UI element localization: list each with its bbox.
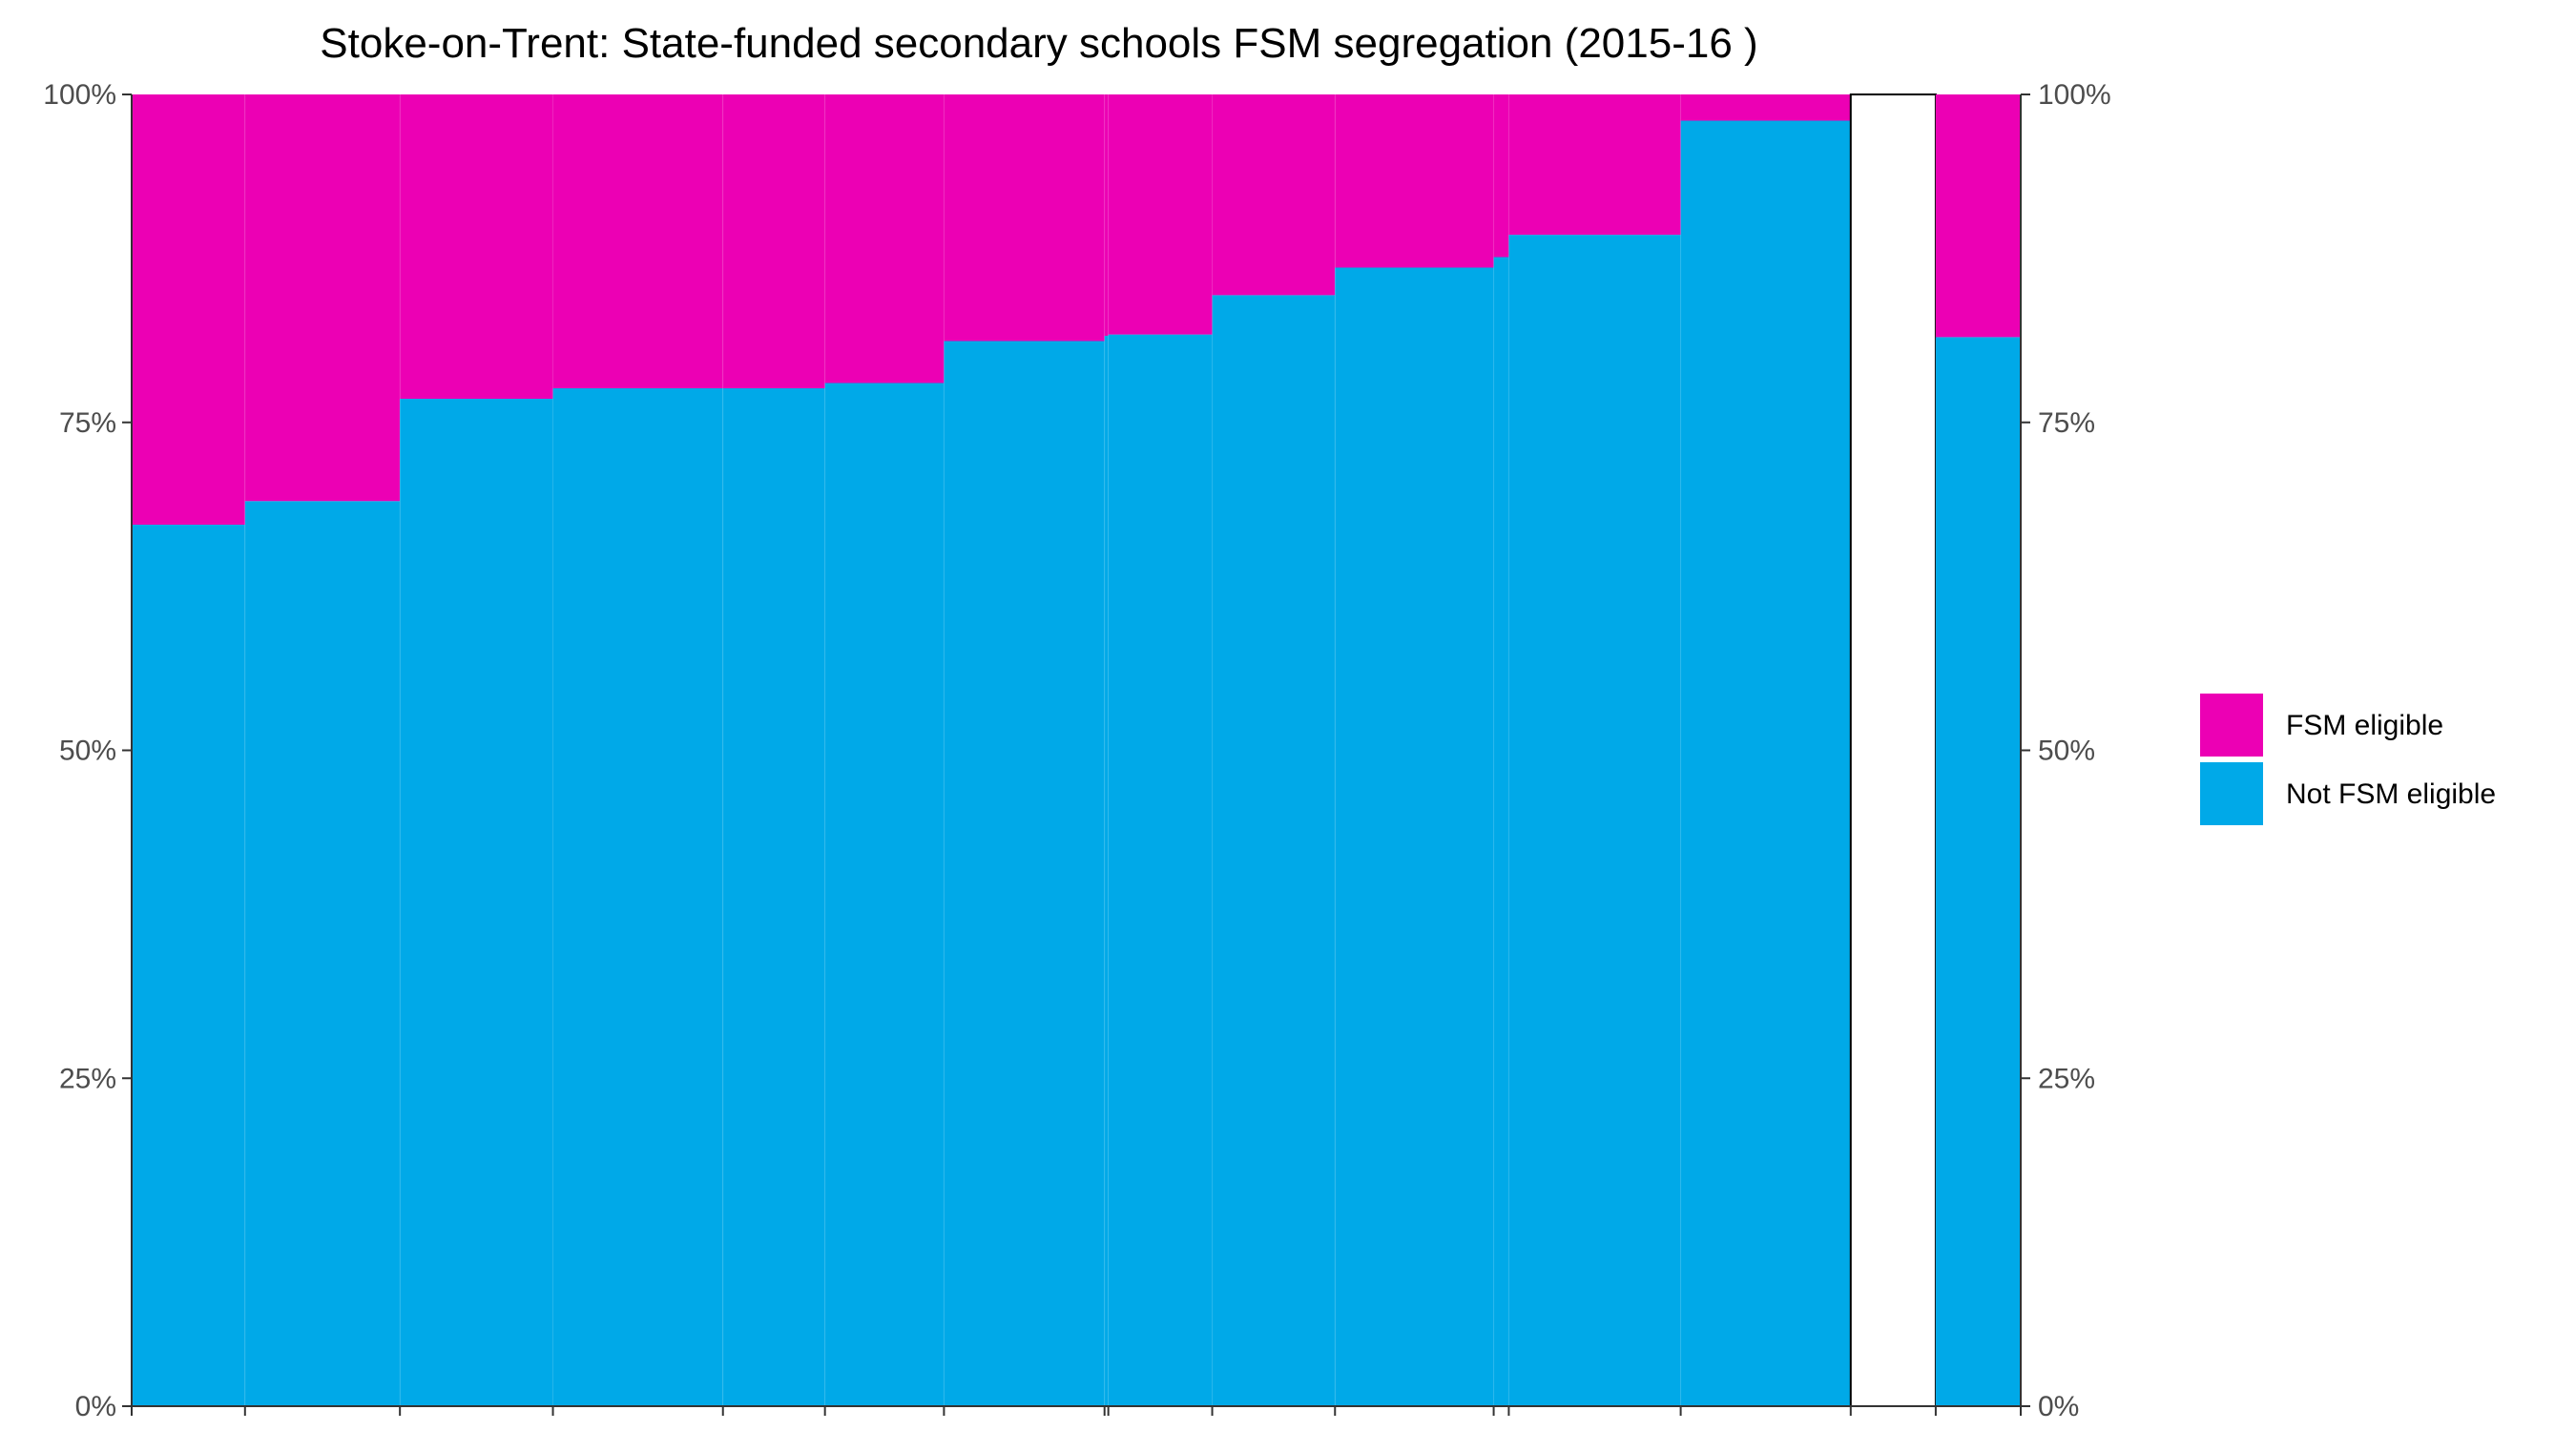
left-y-tick-label: 0% — [75, 1391, 116, 1422]
right-y-tick-label: 50% — [2038, 736, 2095, 767]
bar-not-fsm-segment — [1508, 235, 1681, 1406]
bar-fsm-segment — [1508, 94, 1681, 236]
right-y-tick-label: 25% — [2038, 1063, 2095, 1094]
left-y-tick-label: 100% — [43, 79, 116, 111]
left-y-tick-label: 50% — [59, 736, 116, 767]
bar-not-fsm-segment — [722, 388, 825, 1406]
bar-fsm-segment — [944, 94, 1105, 342]
bar-not-fsm-segment — [552, 388, 723, 1406]
bar-not-fsm-segment — [824, 383, 945, 1406]
bar-not-fsm-segment — [944, 341, 1105, 1406]
bar-not-fsm-segment — [400, 399, 553, 1406]
legend-label: Not FSM eligible — [2286, 778, 2496, 810]
bar-not-fsm-segment — [1335, 267, 1494, 1406]
legend-key — [2200, 694, 2263, 757]
bar-not-fsm-segment — [1935, 337, 2021, 1406]
bar-not-fsm-segment — [1493, 257, 1509, 1406]
bar-not-fsm-segment — [1212, 295, 1336, 1406]
bar-not-fsm-segment — [132, 525, 245, 1406]
bar-fsm-segment — [244, 94, 401, 502]
chart-title: Stoke-on-Trent: State-funded secondary s… — [320, 20, 1757, 67]
bar-fsm-segment — [1108, 94, 1213, 335]
axes-layer: 0% 0% 25% 25% 50% 50% 75% 75% 100% 100% — [43, 79, 2110, 1422]
right-y-tick-label: 75% — [2038, 407, 2095, 439]
bar-fsm-segment — [1335, 94, 1494, 268]
bar-fsm-segment — [824, 94, 945, 384]
bars-layer — [131, 93, 2021, 1407]
bar-fsm-segment — [1212, 94, 1336, 296]
bar-not-fsm-segment — [244, 501, 401, 1406]
bar-fsm-segment — [1493, 94, 1509, 258]
bar-fsm-segment — [722, 94, 825, 388]
legend-key — [2200, 762, 2263, 825]
bar-not-fsm-segment — [1680, 120, 1851, 1406]
bar-fsm-segment — [1935, 94, 2021, 338]
bar-fsm-segment — [1680, 94, 1851, 121]
legend: FSM eligible Not FSM eligible — [2200, 694, 2496, 825]
left-y-tick-label: 25% — [59, 1063, 116, 1094]
bar-not-fsm-segment — [1104, 336, 1109, 1406]
right-y-tick-label: 100% — [2038, 79, 2111, 111]
bar-fsm-segment — [132, 94, 245, 525]
legend-label: FSM eligible — [2286, 710, 2443, 741]
left-y-tick-label: 75% — [59, 407, 116, 439]
gap-column — [1849, 93, 1937, 1407]
bar-fsm-segment — [400, 94, 553, 399]
bar-fsm-segment — [552, 94, 723, 388]
bar-fsm-segment — [1104, 94, 1109, 336]
right-y-tick-label: 0% — [2038, 1391, 2079, 1422]
bar-not-fsm-segment — [1108, 334, 1213, 1406]
